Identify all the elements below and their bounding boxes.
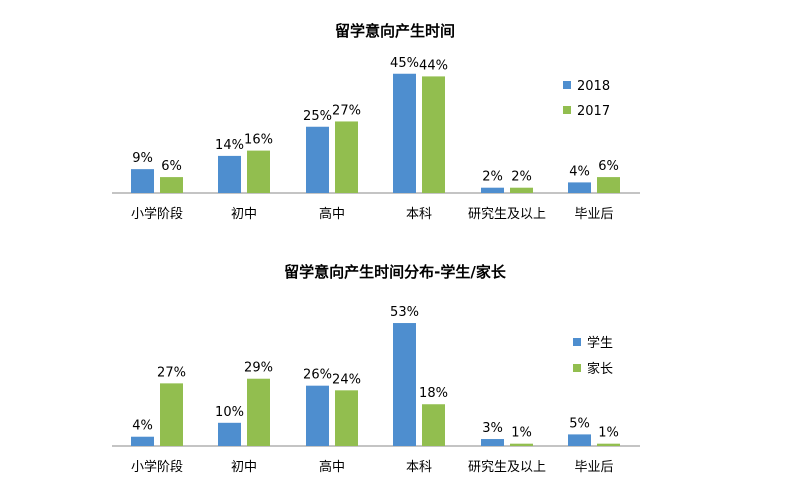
bar-家长-研究生及以上 (510, 443, 533, 446)
legend-swatch (573, 338, 581, 346)
category-label: 毕业后 (574, 207, 613, 222)
category-label: 小学阶段 (131, 459, 183, 475)
legend-swatch (563, 106, 571, 114)
bar-家长-高中 (335, 390, 358, 446)
category-label: 本科 (406, 207, 432, 222)
data-label: 29% (244, 361, 273, 376)
category-label: 研究生及以上 (468, 460, 546, 475)
data-label: 1% (598, 426, 619, 441)
legend-swatch (573, 364, 581, 372)
data-label: 45% (390, 56, 419, 71)
data-label: 9% (132, 151, 153, 166)
category-label: 高中 (319, 206, 345, 222)
bar-学生-高中 (306, 385, 329, 446)
bar-2017-毕业后 (597, 177, 620, 193)
category-label: 毕业后 (574, 460, 613, 475)
data-label: 2% (482, 170, 503, 185)
bar-学生-研究生及以上 (481, 439, 504, 446)
data-label: 16% (244, 133, 273, 148)
bar-学生-本科 (393, 323, 416, 446)
legend-swatch (563, 81, 571, 89)
category-label: 研究生及以上 (468, 207, 546, 222)
chart-intent-time: 留学意向产生时间 9% 6% 小学阶段 14% 16% 初中 25% 27% 高中 45% 44% 本科… (112, 22, 640, 222)
data-label: 18% (419, 386, 448, 401)
bar-2017-研究生及以上 (510, 187, 533, 193)
data-label: 4% (569, 164, 590, 179)
chart-intent-time-student-parent: 留学意向产生时间分布-学生/家长 4% 27% 小学阶段 10% 29% 初中 26% 24% 高… (112, 263, 640, 475)
bar-2018-小学阶段 (131, 169, 154, 193)
bar-学生-毕业后 (568, 434, 591, 446)
category-label: 高中 (319, 459, 345, 475)
data-label: 44% (419, 58, 448, 73)
data-label: 53% (390, 305, 419, 320)
legend-label: 家长 (587, 361, 613, 377)
legend-label: 2018 (577, 79, 610, 94)
category-label: 小学阶段 (131, 206, 183, 222)
bar-2017-小学阶段 (160, 177, 183, 193)
bar-2017-初中 (247, 150, 270, 193)
legend-label: 学生 (587, 335, 613, 351)
bar-2017-高中 (335, 121, 358, 193)
bar-家长-毕业后 (597, 443, 620, 446)
bar-家长-小学阶段 (160, 383, 183, 446)
data-label: 10% (215, 405, 244, 420)
bar-学生-初中 (218, 422, 241, 446)
data-label: 27% (332, 103, 361, 118)
bar-2018-初中 (218, 155, 241, 193)
bar-2018-研究生及以上 (481, 187, 504, 193)
bar-学生-小学阶段 (131, 436, 154, 446)
data-label: 4% (132, 419, 153, 434)
data-label: 3% (482, 421, 503, 436)
legend-label: 2017 (577, 104, 610, 119)
category-label: 初中 (231, 207, 257, 222)
data-label: 6% (598, 159, 619, 174)
chart-title: 留学意向产生时间 (335, 22, 455, 40)
data-label: 6% (161, 159, 182, 174)
data-label: 5% (569, 416, 590, 431)
chart-title: 留学意向产生时间分布-学生/家长 (284, 263, 507, 281)
data-label: 27% (157, 365, 186, 380)
bar-2018-毕业后 (568, 182, 591, 193)
data-label: 1% (511, 426, 532, 441)
data-label: 2% (511, 170, 532, 185)
bar-2018-本科 (393, 73, 416, 193)
category-label: 初中 (231, 460, 257, 475)
category-label: 本科 (406, 460, 432, 475)
data-label: 14% (215, 138, 244, 153)
bar-家长-初中 (247, 378, 270, 446)
bar-家长-本科 (422, 404, 445, 446)
bar-2017-本科 (422, 76, 445, 193)
data-label: 24% (332, 372, 361, 387)
data-label: 25% (303, 109, 332, 124)
data-label: 26% (303, 368, 332, 383)
bar-2018-高中 (306, 126, 329, 193)
